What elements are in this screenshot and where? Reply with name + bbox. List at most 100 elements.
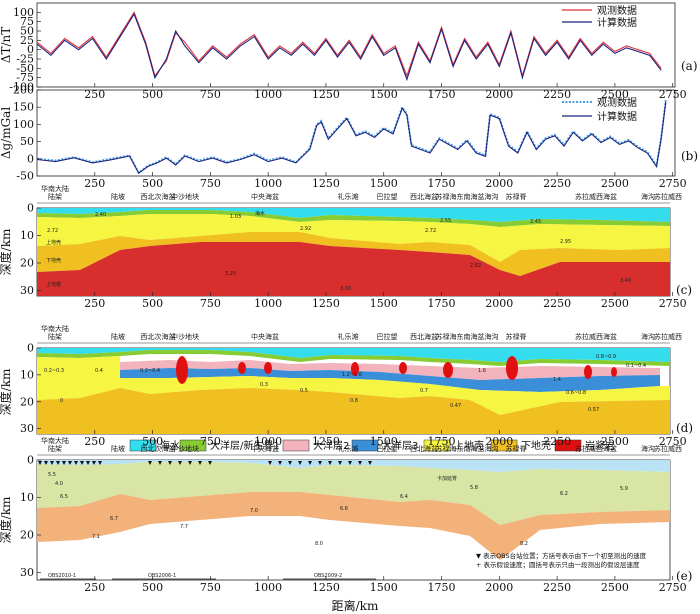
panel-b-xtick-label-7: 2000 [485,177,513,190]
obs-triangle-21 [298,461,302,465]
panel-a-xtick-label-5: 1500 [370,88,398,101]
panel-e-note-1: ▼ 表示OBS台站位置；方括号表示由下一个初至测出的速度 [476,551,647,560]
panel-d-xtick-label-10: 2750 [659,435,687,448]
legend-swatch-0 [129,439,157,452]
panel-c-mantle-label: 上地幔 [46,281,61,288]
legend-label-4: 上地壳 [454,439,484,452]
panel-b-axes: -50 0 50 100 150 200 [13,84,41,183]
panel-c-density-5: 3.25 [225,271,236,277]
panel-e-vel-3: 7.1 [92,534,100,540]
obs-triangle-9 [92,461,96,465]
panel-d-magma-1 [176,356,188,384]
obs-line-3-label: OBS2009-2 [314,573,342,579]
panel-b-ytick-label-2: 50 [20,135,34,148]
obs-triangle-16 [198,461,202,465]
panel-d-xticks: 250 500 750 1000 1250 1500 1750 2000 2250 2500 275… [84,430,687,448]
panel-e-xtick-label-6: 1750 [428,581,456,594]
panel-b-ytick-label-3: 100 [13,118,34,131]
panel-d-xtick-label-1: 500 [142,435,163,448]
obs-triangle-18 [268,461,272,465]
panel-b-xtick-label-1: 500 [142,177,163,190]
panel-d-magma-4 [351,362,359,376]
panel-d-axes: 0 10 20 30 [20,342,41,435]
panel-d-region-8: 苏禄海东南海盆海沟 [436,332,499,341]
panel-b-series-1-line [37,101,667,175]
panel-d-xtick-label-4: 1250 [312,435,340,448]
panel-e-xtick-label-3: 1000 [254,581,282,594]
panel-d-ytick-label-1: 10 [20,368,34,381]
legend-b-observed-label: 观测数据 [597,96,637,109]
panel-a-xtick-label-7: 2000 [485,88,513,101]
panel-b-label: (b) [681,149,698,163]
panel-b-xtick-label-0: 250 [84,177,105,190]
obs-triangle-13 [168,461,172,465]
panel-e-vel-12: 5.8 [470,485,478,491]
panel-c-upper-crust-label: 上地壳 [46,239,61,246]
panel-b-ytick-label-4: 150 [13,101,34,114]
panel-a-xtick-label-9: 2500 [601,88,629,101]
panel-e-region-5: 礼乐滩 [338,444,359,453]
obs-triangle-11 [148,461,152,465]
panel-c-density-4: 2.92 [300,226,311,232]
panel-c-mantle [37,242,670,296]
panel-d-xtick-label-6: 1750 [428,435,456,448]
panel-e-region-8: 苏禄海东南海盆海沟 [436,444,499,453]
panel-c-density-2: 2.40 [95,212,106,218]
panel-e-xticks: 250 500 750 1000 1250 1500 1750 2000 2250 2500 275… [84,576,687,594]
panel-d-magma-2 [238,362,246,374]
panel-c-region-0: 华南大陆 [41,184,69,193]
panel-d-label: (d) [676,421,693,435]
panel-c-region-9: 苏禄脊 [506,192,527,201]
panel-a-legend: 观测数据 计算数据 [562,4,637,29]
panel-e-region-2: 西北次海盆 [141,444,176,453]
obs-triangle-27 [358,461,362,465]
panel-d-magma-7 [506,356,518,380]
panel-e-vel-6: 6.4 [400,494,408,500]
panel-a-ytick-label-3: -25 [16,53,34,66]
obs-triangle-28 [368,461,372,465]
panel-d-label-12: 0.1~0.4 [626,363,646,369]
panel-a-xtick-label-6: 1750 [428,88,456,101]
panel-d-label-6: 1.2~1.6 [342,372,362,378]
panel-d-region-11: 海沟 [641,332,655,341]
panel-e-upper-layer [37,462,670,525]
panel-e-region-7: 西北海盆 [410,444,438,453]
panel-a-xtick-label-2: 750 [200,88,221,101]
obs-triangle-25 [338,461,342,465]
panel-e-vel-4: 7.0 [250,508,258,514]
obs-triangle-10 [98,461,102,465]
panel-d-magma-8 [584,365,592,379]
panel-c-region-8: 苏禄海东南海盆海沟 [436,192,499,201]
panel-d-region-1: 陆坡 [111,332,125,341]
panel-a-ytick-label-2: -50 [16,62,34,75]
panel-e-ytick-label-2: 20 [20,529,34,542]
panel-e-vel-11: 8.2 [520,541,528,547]
legend-b-computed-label: 计算数据 [597,110,637,123]
panel-e-region-9: 苏禄脊 [506,444,527,453]
panel-e-vel-5: 6.6 [340,506,348,512]
panel-e-region-3: 中沙地块 [171,444,199,453]
legend-label-0: 海水 [160,439,180,452]
panel-b-legend: 观测数据 计算数据 [562,96,637,123]
panel-e-vel-9: 5.5 [48,472,56,478]
panel-b-frame [36,89,676,177]
panel-c-sediment [37,210,670,227]
panel-c-density-7: 3.40 [620,278,631,284]
panel-e-vel-7: 6.2 [560,491,568,497]
panel-c-region-1: 陆坡 [111,192,125,201]
panel-c-xtick-label-6: 1750 [428,297,456,310]
obs-triangle-22 [308,461,312,465]
panel-d-upper-crust [37,356,670,415]
panel-c-xtick-label-5: 1500 [370,297,398,310]
obs-triangle-3 [56,461,60,465]
legend-swatch-2 [282,439,310,452]
panel-d-label-7: 0.7 [420,388,428,394]
obs-triangle-6 [74,461,78,465]
obs-triangle-17 [208,461,212,465]
panel-c-density-3: 2.72 [47,228,58,234]
panel-c-axes: 0 10 20 30 [20,202,41,297]
panel-c-region-10: 苏拉威西海盆 [575,192,617,201]
